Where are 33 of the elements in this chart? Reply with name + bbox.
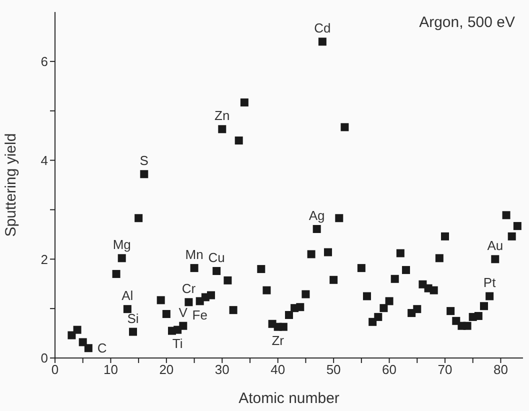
annotation: Cu <box>208 250 225 266</box>
x-tick-label: 30 <box>214 362 230 378</box>
y-axis-title: Sputtering yield <box>2 133 20 237</box>
annotation: Zr <box>272 333 285 348</box>
x-tick-label: 20 <box>159 362 174 378</box>
annotation: Zn <box>214 108 230 124</box>
y-tick-label: 0 <box>40 350 48 366</box>
annotation: Al <box>122 288 134 304</box>
x-tick-label: 60 <box>382 362 397 378</box>
annotation: S <box>140 153 149 168</box>
annotation: Mg <box>112 237 131 252</box>
x-tick-label: 40 <box>270 362 286 378</box>
x-tick-label: 70 <box>438 362 452 378</box>
annotation: Au <box>487 238 504 254</box>
annotation: Ti <box>172 336 183 352</box>
x-axis-title: Atomic number <box>238 390 340 407</box>
x-tick-label: 50 <box>326 362 341 378</box>
annotation: C <box>97 340 107 356</box>
y-tick-label: 4 <box>40 152 48 168</box>
y-tick-label: 2 <box>40 252 48 267</box>
annotation: Ag <box>308 208 325 223</box>
annotation: Mn <box>185 247 204 262</box>
annotation: Cd <box>314 20 331 36</box>
annotation: Si <box>127 310 139 326</box>
y-tick-label: 6 <box>40 54 48 70</box>
annotation: Argon, 500 eV <box>419 14 515 31</box>
x-tick-label: 80 <box>493 362 508 378</box>
annotation: Fe <box>192 307 208 322</box>
annotation: Cr <box>182 281 196 296</box>
x-tick-label: 10 <box>103 362 118 378</box>
annotation: Pt <box>483 275 496 290</box>
annotation: V <box>178 304 188 320</box>
x-tick-label: 0 <box>51 362 59 378</box>
